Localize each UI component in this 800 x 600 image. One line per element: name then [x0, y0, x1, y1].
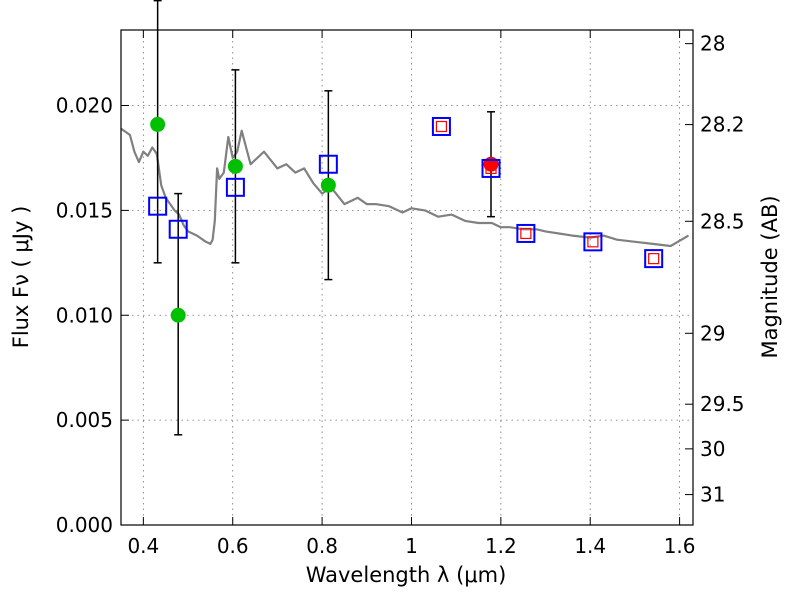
plot-area: [121, 127, 690, 248]
y2-tick-label: 30: [700, 437, 725, 461]
y-tick-label: 0.015: [56, 198, 113, 222]
synthetic-inner-square: [520, 227, 532, 240]
plot-frame: [120, 29, 694, 526]
y2-tick-label: 29.5: [700, 392, 745, 416]
synthetic-square: [583, 232, 603, 252]
observed-point: [170, 307, 186, 323]
synthetic-square: [431, 116, 451, 136]
x-tick-label: 1.4: [574, 534, 606, 558]
error-bars: [148, 0, 664, 436]
x-axis-label: Wavelength λ (μm): [306, 563, 507, 587]
y-tick-label: 0.000: [56, 513, 113, 537]
y2-axis-label: Magnitude (AB): [758, 195, 782, 358]
synthetic-square: [516, 223, 536, 243]
x-tick-label: 1.2: [485, 534, 517, 558]
axes: 0.4 0.6 0.8 1 1.2 1.4 1.6 0.000 0.005 0.010 0.015 0…: [56, 30, 745, 558]
synthetic-square: [644, 249, 664, 269]
y2-tick-label: 29: [700, 321, 725, 345]
y2-tick-label: 28: [700, 32, 725, 56]
synthetic-inner-square: [648, 253, 660, 265]
x-tick-label: 1: [405, 534, 418, 558]
x-tick-label: 0.8: [306, 534, 338, 558]
observed-point: [150, 116, 166, 132]
synthetic-square: [225, 177, 245, 197]
x-tick-label: 0.4: [127, 534, 159, 558]
x-tick-label: 1.6: [664, 534, 696, 558]
synthetic-square: [168, 219, 188, 239]
synthetic-inner-square: [587, 236, 599, 248]
y-axis-label: Flux Fν ( μJy ): [9, 206, 33, 349]
y-tick-label: 0.010: [56, 303, 113, 327]
y2-tick-label: 28.2: [700, 113, 745, 137]
y-tick-label: 0.005: [56, 408, 113, 432]
y-tick-label: 0.020: [56, 94, 113, 118]
synthetic-inner-square: [485, 162, 497, 175]
y2-tick-label: 28.5: [700, 209, 745, 233]
synthetic-square: [481, 158, 501, 178]
y2-tick-label: 31: [700, 483, 725, 507]
grid: [121, 30, 693, 526]
synthetic-square: [148, 196, 168, 216]
model-sed-line: [121, 127, 690, 248]
x-tick-label: 0.6: [217, 534, 249, 558]
synthetic-inner-square: [435, 120, 448, 133]
synthetic-square: [318, 154, 338, 174]
observed-point: [320, 177, 336, 193]
observed-point: [227, 158, 243, 174]
